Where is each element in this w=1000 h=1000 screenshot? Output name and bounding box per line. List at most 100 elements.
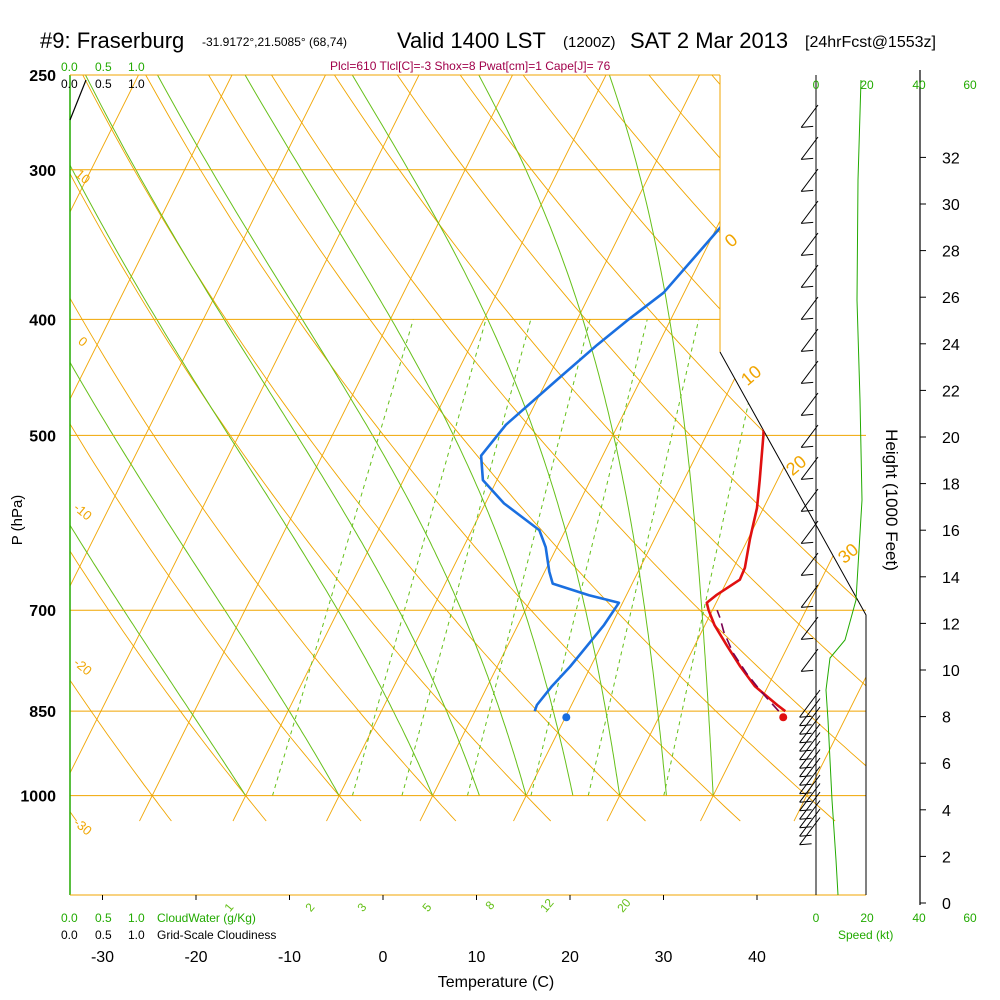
station-coords: -31.9172°,21.5085° (68,74) <box>202 35 347 49</box>
pressure-tick-label: 700 <box>29 603 56 620</box>
wind-barb-flag <box>799 766 812 769</box>
dry-adiabat <box>70 75 362 822</box>
cloudwater-legend-label: CloudWater (g/Kg) <box>157 911 256 925</box>
wind-barb <box>800 520 819 544</box>
wind-barb-staff <box>799 740 821 769</box>
x-tick-label: 40 <box>748 949 766 966</box>
wind-barb <box>799 800 821 829</box>
wind-barb-staff <box>800 232 819 256</box>
dry-adiabat <box>70 75 172 822</box>
temperature-line <box>705 75 810 713</box>
wind-barb <box>800 456 819 480</box>
mixing-ratio-label: 5 <box>419 900 434 914</box>
pressure-tick-label: 250 <box>29 68 56 85</box>
moist-adiabat <box>244 75 574 796</box>
moist-adiabat <box>70 75 434 796</box>
wind-barb-flag <box>801 477 814 480</box>
moist-adiabat <box>70 75 247 796</box>
speed-tick-top-0: 0 <box>813 78 820 92</box>
cloudwater-tick-top-2: 1.0 <box>128 60 145 74</box>
isotherm-line <box>70 75 348 822</box>
wind-barb <box>800 104 819 128</box>
wind-barb <box>799 749 821 778</box>
x-tick-label: -20 <box>184 949 207 966</box>
wind-barb-staff <box>800 616 819 640</box>
wind-barb-staff <box>799 791 821 820</box>
wind-barb-staff <box>799 766 821 795</box>
wind-barb-flag <box>799 724 812 727</box>
speed-tick-top-2: 40 <box>912 78 926 92</box>
y-axis-title: P (hPa) <box>9 495 26 546</box>
wind-barb <box>800 264 819 288</box>
dry-adiabat <box>70 75 267 822</box>
wind-barb-staff <box>800 552 819 576</box>
cloudiness-tick-top-1: 0.5 <box>95 77 112 91</box>
wind-barb <box>800 552 819 576</box>
speed-tick-bottom-0: 0 <box>813 911 820 925</box>
mixing-ratio-label: 8 <box>482 898 497 912</box>
wind-barb <box>799 783 821 812</box>
wind-barb <box>800 232 819 256</box>
height-axis-title: Height (1000 Feet) <box>882 429 901 571</box>
wind-barb-flag <box>799 809 812 812</box>
isotherm-label: 10 <box>737 361 765 389</box>
cloudwater-tick-bottom-2: 1.0 <box>128 911 145 925</box>
wind-barb-staff <box>799 817 821 846</box>
plot-frame <box>69 74 867 896</box>
mixing-ratio-line <box>351 319 487 796</box>
wind-barb-staff <box>799 732 821 761</box>
wind-profile <box>799 75 863 896</box>
moist-adiabat <box>608 75 714 796</box>
wind-barb-staff <box>800 264 819 288</box>
isotherm-line <box>70 75 161 822</box>
isotherm-label: -10 <box>71 500 95 524</box>
mixing-ratio-line <box>530 319 648 796</box>
wind-barb <box>800 616 819 640</box>
wind-barb <box>799 740 821 769</box>
wind-barb-staff <box>800 520 819 544</box>
height-tick-label: 8 <box>942 710 951 727</box>
cloudiness-tick-top-0: 0.0 <box>61 77 78 91</box>
wind-barb <box>799 774 821 803</box>
wind-barb <box>800 136 819 160</box>
height-tick-label: 18 <box>942 477 960 494</box>
wind-barb-flag <box>801 509 814 512</box>
height-tick-label: 16 <box>942 523 960 540</box>
wind-barb <box>799 723 821 752</box>
cloudiness-tick-top-2: 1.0 <box>128 77 145 91</box>
moist-adiabat <box>157 75 527 796</box>
wind-barb <box>799 757 821 786</box>
wind-barb-staff <box>800 104 819 128</box>
wind-barb-staff <box>800 168 819 192</box>
isotherm-line <box>700 75 866 822</box>
wind-barb-staff <box>799 689 821 718</box>
wind-barb-flag <box>801 445 814 448</box>
wind-barb-flag <box>799 843 812 846</box>
wind-barb-staff <box>800 584 819 608</box>
wind-barb <box>800 296 819 320</box>
surface-temperature-point <box>779 713 788 722</box>
wind-barb-flag <box>801 349 814 352</box>
height-tick-label: 26 <box>942 290 960 307</box>
dry-adiabat <box>70 75 552 822</box>
speed-axis-label: Speed (kt) <box>838 928 893 942</box>
wind-speed-profile <box>825 79 863 896</box>
pressure-tick-label: 1000 <box>20 789 56 806</box>
wind-barb-flag <box>799 817 812 820</box>
wind-barb <box>799 791 821 820</box>
wind-barb <box>799 706 821 735</box>
wind-barb <box>800 168 819 192</box>
dry-adiabat <box>490 75 866 822</box>
wind-barb <box>799 766 821 795</box>
wind-barb-staff <box>800 296 819 320</box>
wind-barb-flag <box>799 741 812 744</box>
wind-barb-staff <box>799 757 821 786</box>
dry-adiabat <box>797 75 866 822</box>
isobars <box>70 74 866 797</box>
wind-barb-staff <box>799 698 821 727</box>
x-axis-title: Temperature (C) <box>438 974 554 991</box>
wind-barb-flag <box>799 749 812 752</box>
valid-date: SAT 2 Mar 2013 <box>630 28 788 53</box>
wind-barb-flag <box>799 715 812 718</box>
wind-barb-flag <box>801 317 814 320</box>
